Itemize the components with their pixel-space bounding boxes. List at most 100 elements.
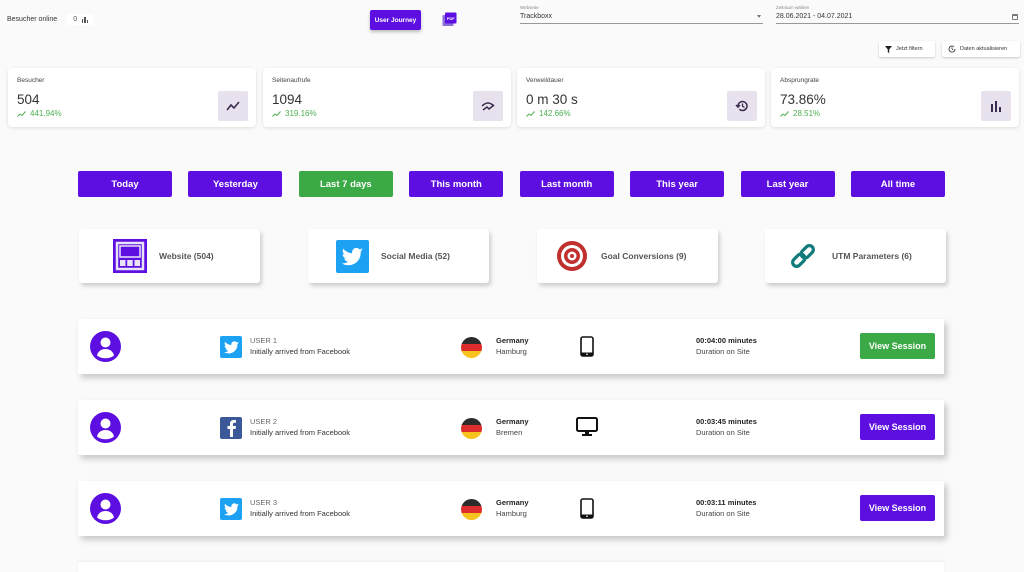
user-name: USER 2 — [250, 417, 278, 426]
source-card-website[interactable]: Website (504) — [79, 229, 260, 283]
source-label: Website (504) — [159, 251, 214, 261]
view-session-button[interactable]: View Session — [860, 495, 935, 521]
view-session-button[interactable]: View Session — [860, 414, 935, 440]
online-count-badge: 0 — [67, 14, 94, 25]
kpi-title: Seitenaufrufe — [272, 77, 311, 84]
range-yesterday-button[interactable]: Yesterday — [188, 171, 283, 197]
duration-time: 00:03:45 minutes — [696, 417, 757, 426]
session-row: USER 1 Initially arrived from Facebook G… — [78, 319, 944, 374]
filter-icon — [885, 45, 892, 53]
kpi-trend: 28.51% — [780, 109, 820, 118]
session-row: USER 3 Initially arrived from Facebook G… — [78, 481, 944, 536]
location: Germany Hamburg — [496, 336, 529, 356]
svg-text:PDF: PDF — [447, 16, 456, 21]
date-range-label: Zeitraum wählen — [776, 5, 810, 10]
location: Germany Bremen — [496, 417, 529, 437]
kpi-card-duration: Verweildauer 0 m 30 s 142.66% — [517, 68, 765, 127]
user-name: USER 1 — [250, 336, 278, 345]
country: Germany — [496, 498, 529, 507]
website-layout-icon — [113, 239, 147, 273]
trending-up-icon — [272, 110, 281, 117]
source-card-utm-parameters[interactable]: UTM Parameters (6) — [765, 229, 946, 283]
history-icon — [727, 91, 757, 121]
user-info: USER 2 Initially arrived from Facebook — [250, 417, 350, 437]
calendar-icon[interactable] — [1012, 13, 1018, 20]
dropdown-caret-icon[interactable] — [757, 15, 761, 18]
filter-now-label: Jetzt filtern — [896, 46, 923, 52]
refresh-icon — [948, 45, 956, 53]
source-label: Social Media (52) — [381, 251, 450, 261]
duration-time: 00:03:11 minutes — [696, 498, 757, 507]
date-range-picker[interactable]: Zeitraum wählen 28.06.2021 - 04.07.2021 — [776, 5, 1019, 24]
online-count: 0 — [73, 16, 78, 23]
user-info: USER 3 Initially arrived from Facebook — [250, 498, 350, 518]
date-range-value: 28.06.2021 - 04.07.2021 — [776, 13, 853, 20]
facebook-icon — [220, 417, 242, 439]
germany-flag-icon — [461, 337, 482, 358]
range-this-year-button[interactable]: This year — [630, 171, 725, 197]
kpi-title: Besucher — [17, 77, 45, 84]
city: Hamburg — [496, 509, 527, 518]
kpi-value: 504 — [17, 92, 40, 107]
location: Germany Hamburg — [496, 498, 529, 518]
duration-label: Duration on Site — [696, 428, 750, 437]
link-icon — [786, 239, 820, 273]
germany-flag-icon — [461, 418, 482, 439]
kpi-card-bounce-rate: Absprungrate 73.86% 28.51% — [771, 68, 1019, 127]
duration-label: Duration on Site — [696, 347, 750, 356]
duration-label: Duration on Site — [696, 509, 750, 518]
pdf-export-icon[interactable]: PDF — [442, 12, 457, 27]
source-card-goal-conversions[interactable]: Goal Conversions (9) — [537, 229, 718, 283]
online-visitors: Besucher online 0 — [7, 14, 94, 25]
refresh-data-button[interactable]: Daten aktualisieren — [942, 41, 1020, 57]
bar-chart-icon — [981, 91, 1011, 121]
target-icon — [555, 239, 589, 273]
country: Germany — [496, 417, 529, 426]
range-last-7-days-button[interactable]: Last 7 days — [298, 171, 393, 197]
kpi-trend: 319.16% — [272, 109, 317, 118]
trending-up-icon — [218, 91, 248, 121]
refresh-data-label: Daten aktualisieren — [960, 46, 1008, 52]
filter-now-button[interactable]: Jetzt filtern — [879, 41, 935, 57]
source-label: Goal Conversions (9) — [601, 251, 687, 261]
kpi-trend-value: 28.51% — [793, 109, 821, 118]
user-name: USER 3 — [250, 498, 278, 507]
user-origin: Initially arrived from Facebook — [250, 347, 351, 356]
trending-up-icon — [17, 110, 26, 117]
view-session-button[interactable]: View Session — [860, 333, 935, 359]
twitter-icon — [220, 336, 242, 358]
kpi-card-pageviews: Seitenaufrufe 1094 319.16% — [263, 68, 511, 127]
range-all-time-button[interactable]: All time — [850, 171, 945, 197]
city: Hamburg — [496, 347, 527, 356]
kpi-trend: 441.94% — [17, 109, 62, 118]
online-label: Besucher online — [7, 16, 58, 23]
user-avatar-icon — [90, 331, 121, 362]
twitter-icon — [220, 498, 242, 520]
range-this-month-button[interactable]: This month — [409, 171, 504, 197]
kpi-trend-value: 441.94% — [30, 109, 62, 118]
kpi-trend-value: 319.16% — [285, 109, 317, 118]
range-last-year-button[interactable]: Last year — [740, 171, 835, 197]
session-row-partial — [78, 562, 944, 572]
user-origin: Initially arrived from Facebook — [250, 509, 351, 518]
user-journey-button[interactable]: User Journey — [370, 10, 421, 30]
website-select[interactable]: Webseite Trackboxx — [520, 5, 763, 24]
kpi-trend-value: 142.66% — [539, 109, 571, 118]
tablet-icon — [576, 335, 598, 357]
source-card-social-media[interactable]: Social Media (52) — [308, 229, 489, 283]
kpi-title: Verweildauer — [526, 77, 564, 84]
duration-time: 00:04:00 minutes — [696, 336, 757, 345]
range-last-month-button[interactable]: Last month — [519, 171, 614, 197]
trending-up-icon — [780, 110, 789, 117]
website-select-label: Webseite — [520, 5, 539, 10]
kpi-value: 0 m 30 s — [526, 92, 578, 107]
trending-crossed-icon — [473, 91, 503, 121]
kpi-card-visitors: Besucher 504 441.94% — [8, 68, 256, 127]
website-select-value: Trackboxx — [520, 13, 553, 20]
user-avatar-icon — [90, 493, 121, 524]
trending-up-icon — [526, 110, 535, 117]
source-label: UTM Parameters (6) — [832, 251, 912, 261]
user-avatar-icon — [90, 412, 121, 443]
range-today-button[interactable]: Today — [78, 171, 172, 197]
tablet-icon — [576, 497, 598, 519]
